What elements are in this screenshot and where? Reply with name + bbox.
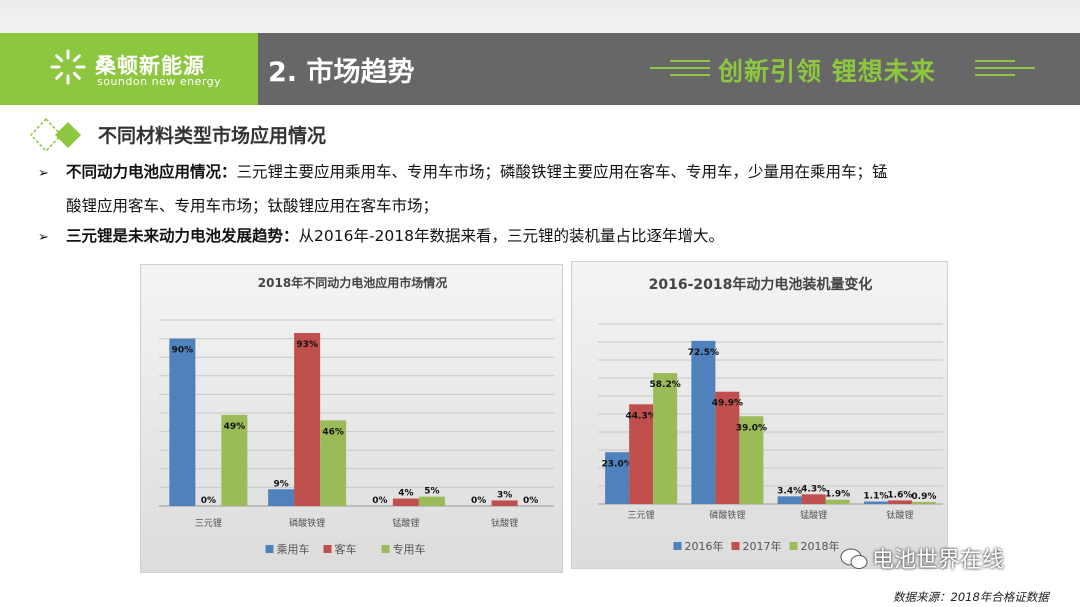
data-label: 1.9%: [825, 490, 850, 500]
data-label: 0%: [201, 496, 216, 506]
chart-title: 2018年不同动力电池应用市场情况: [258, 275, 447, 290]
bar: [863, 501, 888, 504]
bar: [392, 498, 419, 506]
bar: [320, 420, 347, 506]
bar: [629, 404, 654, 504]
legend-label: 客车: [335, 542, 357, 556]
legend-swatch: [731, 542, 740, 550]
data-label: 3.4%: [777, 486, 802, 496]
category-label: 锰酸锂: [800, 509, 827, 521]
legend-swatch: [323, 545, 332, 553]
sunburst-logo-icon: [50, 49, 86, 85]
chart-2018-svg: 2018年不同动力电池应用市场情况 90% 0% 49% 三元锂 9% 93% 46% 磷酸铁锂…: [159, 275, 554, 556]
category-label: 磷酸铁锂: [289, 517, 325, 529]
legend-label: 2016年: [685, 539, 724, 553]
bar: [653, 373, 678, 504]
source-note: 数据来源：2018年合格证数据: [893, 590, 1049, 604]
section-title: 2. 市场趋势: [268, 57, 415, 88]
wechat-icon: [840, 548, 868, 569]
data-label: 0%: [471, 496, 486, 506]
bullet-1-text: 三元锂主要应用乘用车、专用车市场；磷酸铁锂主要应用在客车、专用车，少量用在乘用车…: [236, 163, 888, 181]
bullet-2: ➢ 三元锂是未来动力电池发展趋势：从2016年-2018年数据来看，三元锂的装机量…: [38, 220, 1038, 254]
legend-swatch: [673, 542, 682, 550]
slogan-left-lines: [650, 60, 710, 80]
data-label: 0%: [523, 496, 538, 506]
data-label: 1.6%: [887, 490, 912, 500]
diamond-icon: [30, 118, 81, 152]
data-label: 46%: [322, 427, 344, 437]
bar: [825, 499, 850, 504]
arrow-bullet-icon: ➢: [38, 166, 49, 181]
data-label: 49.9%: [712, 399, 743, 409]
category-label: 钛酸锂: [491, 517, 518, 529]
bar: [294, 333, 321, 506]
bar: [491, 500, 518, 506]
data-label: 23.0%: [602, 459, 633, 469]
category-label: 磷酸铁锂: [709, 509, 745, 521]
data-label: 4.3%: [801, 484, 826, 494]
legend-swatch: [789, 542, 798, 550]
bar: [739, 416, 764, 504]
chart-title: 2016-2018年动力电池装机量变化: [649, 276, 873, 293]
brand-name-en: soundon new energy: [97, 75, 222, 88]
data-label: 9%: [273, 479, 288, 489]
legend-label: 乘用车: [277, 542, 310, 556]
data-label: 0%: [372, 496, 387, 506]
logo-area: [0, 33, 258, 105]
bar: [801, 494, 826, 504]
category-label: 三元锂: [628, 509, 655, 521]
bar: [268, 489, 295, 506]
brand-name-cn: 桑顿新能源: [95, 54, 205, 78]
data-label: 49%: [224, 422, 246, 432]
data-label: 90%: [172, 346, 194, 356]
category-label: 锰酸锂: [392, 517, 419, 529]
data-label: 58.2%: [650, 380, 681, 390]
data-label: 39.0%: [736, 423, 767, 433]
arrow-bullet-icon: ➢: [38, 230, 49, 245]
chart-2018-application: 2018年不同动力电池应用市场情况 90% 0% 49% 三元锂 9% 93% 46% 磷酸铁锂…: [140, 264, 563, 573]
bullet-1-text-cont: 酸锂应用客车、专用车市场；钛酸锂应用在客车市场；: [66, 197, 439, 215]
data-label: 0.9%: [911, 492, 936, 502]
watermark: 电池世界在线: [872, 548, 1005, 573]
legend-label: 专用车: [393, 542, 426, 556]
data-label: 44.3%: [626, 411, 657, 421]
bar: [169, 338, 196, 506]
bar: [911, 501, 936, 504]
chart-2016-2018-installed: 2016-2018年动力电池装机量变化 23.0% 44.3% 58.2% 三元锂 72.…: [571, 261, 948, 569]
bar: [221, 414, 248, 506]
subtitle: 不同材料类型市场应用情况: [98, 125, 327, 147]
legend-label: 2018年: [801, 539, 840, 553]
bar: [418, 496, 445, 506]
data-label: 1.1%: [863, 492, 888, 502]
legend-swatch: [381, 545, 390, 553]
legend-swatch: [265, 545, 274, 553]
bullet-1: ➢ 不同动力电池应用情况：三元锂主要应用乘用车、专用车市场；磷酸铁锂主要应用在客车…: [38, 156, 1038, 222]
bar: [715, 391, 740, 504]
bullet-1-bold: 不同动力电池应用情况：: [66, 163, 237, 181]
chart-install-svg: 2016-2018年动力电池装机量变化 23.0% 44.3% 58.2% 三元锂 72.…: [598, 276, 943, 553]
bar: [691, 340, 716, 504]
data-label: 93%: [296, 340, 318, 350]
data-label: 72.5%: [688, 348, 719, 358]
legend-label: 2017年: [743, 539, 782, 553]
slogan-right-lines: [975, 60, 1035, 80]
category-label: 钛酸锂: [886, 509, 913, 521]
bar: [605, 452, 630, 504]
slogan: 创新引领 锂想未来: [718, 57, 936, 86]
bullet-2-bold: 三元锂是未来动力电池发展趋势：: [66, 227, 299, 245]
bar: [777, 496, 802, 504]
category-label: 三元锂: [195, 517, 222, 529]
data-label: 4%: [398, 489, 413, 499]
data-label: 5%: [424, 487, 439, 497]
data-label: 3%: [497, 490, 512, 500]
bar: [887, 500, 912, 504]
bullet-2-text: 从2016年-2018年数据来看，三元锂的装机量占比逐年增大。: [298, 227, 725, 245]
